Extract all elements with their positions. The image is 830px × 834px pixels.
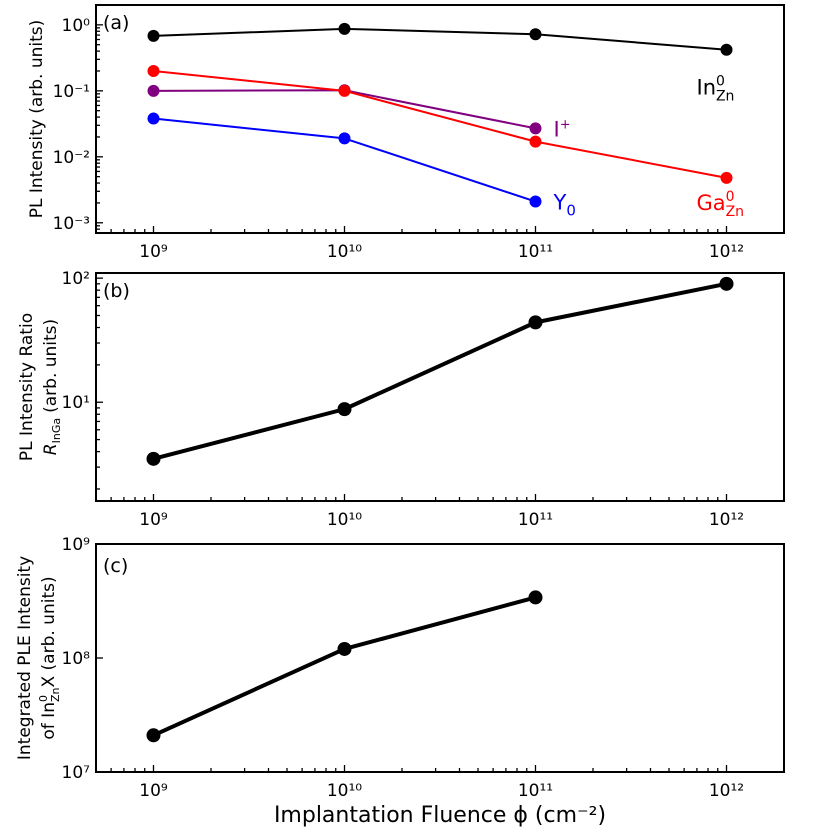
panel-c-ylabel: Integrated PLE Intensity — [15, 556, 35, 760]
data-point — [337, 402, 352, 417]
panel-a-ticks: 10⁹ 10¹⁰ 10¹¹ 10¹² 10⁰ 10⁻¹ 10⁻² 10⁻³ — [53, 4, 785, 262]
series-line — [152, 595, 537, 738]
data-point — [338, 84, 351, 97]
panel-a-ylabel: PL Intensity (arb. units) — [27, 20, 47, 219]
series-label: Y0 — [553, 191, 576, 220]
y-tick-label: 10⁰ — [62, 16, 91, 36]
panel-a-frame — [95, 4, 785, 234]
x-tick-label: 10¹⁰ — [327, 242, 362, 262]
panel-a: (a) PL Intensity (arb. units) 10⁹ 10¹⁰ 10¹… — [27, 4, 785, 262]
panel-a-series-labels: In0 Zn I+ Ga0 Zn Y0 — [553, 74, 745, 220]
x-tick-label: 10¹⁰ — [327, 781, 362, 801]
series-line — [152, 281, 727, 461]
y-tick-label: 10⁹ — [62, 535, 91, 555]
panel-b-frame — [95, 272, 785, 502]
panel-c-ticks: 10⁹ 10¹⁰ 10¹¹ 10¹² 10⁹ 10⁸ 10⁷ — [62, 535, 785, 801]
series-label: In0 Zn — [697, 74, 735, 105]
data-point — [529, 28, 542, 41]
series-label: I+ — [554, 117, 571, 141]
x-tick-label: 10¹¹ — [518, 242, 553, 262]
x-tick-label: 10¹¹ — [518, 510, 553, 530]
panel-b-series — [146, 276, 734, 466]
series-label: Ga0 Zn — [697, 189, 745, 220]
data-point — [147, 112, 160, 125]
series-line — [153, 27, 727, 51]
panel-c-tag: (c) — [103, 555, 128, 577]
series-line — [153, 69, 727, 179]
data-point — [147, 84, 160, 97]
data-point — [529, 122, 542, 135]
x-tick-label: 10⁹ — [139, 242, 168, 262]
panel-c-frame — [95, 543, 785, 773]
panel-b-ylabel: PL Intensity Ratio — [17, 313, 37, 461]
y-tick-label: 10⁷ — [62, 763, 91, 783]
data-point — [720, 43, 733, 56]
panel-a-series — [147, 22, 733, 208]
x-tick-label: 10¹² — [709, 510, 744, 530]
x-tick-label: 10¹² — [709, 242, 744, 262]
data-point — [528, 590, 543, 605]
y-tick-label: 10¹ — [62, 393, 90, 413]
x-tick-label: 10¹² — [709, 781, 744, 801]
y-tick-label: 10⁻³ — [53, 214, 90, 234]
y-tick-label: 10⁸ — [62, 649, 91, 669]
panel-a-tag: (a) — [103, 12, 129, 34]
x-tick-label: 10⁹ — [139, 781, 168, 801]
panel-b-tag: (b) — [103, 280, 130, 302]
data-point — [338, 132, 351, 145]
panel-b-ylabel-line2: RInGa(arb. units) — [41, 319, 63, 455]
x-tick-label: 10⁹ — [139, 510, 168, 530]
panel-c-ylabel-line2: of In0ZnX (arb. units) — [37, 576, 62, 739]
panel-c: (c) Integrated PLE Intensity of In0ZnX (… — [15, 535, 785, 801]
y-tick-label: 10⁻² — [53, 148, 90, 168]
y-tick-label: 10⁻¹ — [53, 82, 90, 102]
data-point — [528, 315, 543, 330]
data-point — [529, 135, 542, 148]
x-axis-label: Implantation Fluence ϕ (cm⁻²) — [274, 803, 606, 828]
data-point — [147, 29, 160, 42]
data-point — [147, 64, 160, 77]
y-tick-label: 10² — [62, 269, 90, 289]
x-tick-label: 10¹¹ — [518, 781, 553, 801]
data-point — [337, 641, 352, 656]
data-point — [146, 728, 161, 743]
data-point — [720, 171, 733, 184]
panel-b-ticks: 10⁹ 10¹⁰ 10¹¹ 10¹² 10² 10¹ — [62, 269, 785, 530]
series-line — [153, 117, 536, 203]
panel-c-series — [146, 590, 543, 743]
data-point — [529, 195, 542, 208]
panel-b: (b) PL Intensity Ratio RInGa(arb. units)… — [17, 269, 785, 530]
data-point — [719, 276, 734, 291]
data-point — [146, 451, 161, 466]
x-tick-label: 10¹⁰ — [327, 510, 362, 530]
data-point — [338, 22, 351, 35]
